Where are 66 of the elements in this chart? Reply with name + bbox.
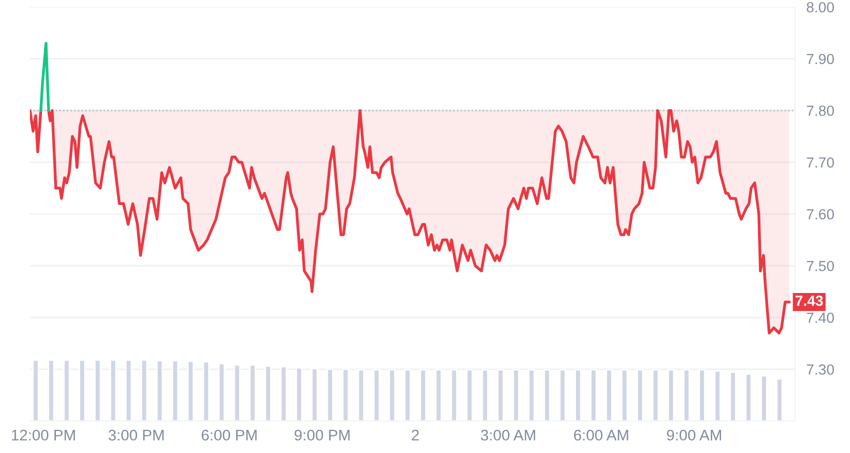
bar — [94, 360, 102, 421]
x-tick-label: 6:00 PM — [202, 430, 257, 441]
bar — [714, 370, 721, 421]
bar — [528, 369, 535, 421]
bar — [280, 366, 288, 421]
bar — [202, 361, 210, 421]
x-tick-label: 9:00 AM — [666, 430, 722, 441]
bar — [264, 365, 272, 421]
bar — [590, 369, 597, 421]
bar — [574, 369, 582, 421]
bar — [760, 375, 768, 421]
y-tick-label: 7.60 — [806, 209, 834, 220]
bar — [450, 369, 458, 421]
bar — [435, 369, 442, 421]
y-tick-label: 7.40 — [806, 312, 834, 323]
bar — [311, 368, 318, 421]
bar — [466, 369, 473, 421]
bar — [373, 369, 380, 421]
bar — [110, 360, 117, 421]
y-tick-label: 7.80 — [806, 106, 834, 116]
y-tick-label: 7.30 — [806, 364, 834, 375]
x-tick-label: 2 — [412, 430, 419, 440]
bar — [776, 378, 783, 421]
x-tick-label: 3:00 PM — [108, 430, 164, 441]
bar — [668, 369, 674, 421]
bar — [698, 369, 706, 421]
bar — [156, 360, 164, 421]
y-tick-label: 7.90 — [806, 54, 834, 64]
bar — [559, 369, 566, 421]
annotation: 7.43 — [796, 296, 823, 306]
x-tick-label: 9:00 PM — [294, 430, 350, 441]
bar — [388, 369, 396, 421]
bar — [544, 369, 550, 421]
bar — [63, 360, 70, 421]
bar — [326, 368, 334, 421]
bar — [125, 360, 132, 421]
y-tick-label: 7.70 — [806, 157, 834, 168]
bar — [187, 360, 194, 421]
x-tick-label: 12:00 PM — [12, 430, 75, 441]
x-tick-label: 3:00 AM — [480, 430, 536, 441]
bar — [172, 360, 179, 421]
bar — [420, 369, 426, 421]
bar — [78, 360, 86, 421]
x-tick-label: 6:00 AM — [574, 430, 628, 441]
bar — [512, 369, 520, 421]
bar — [497, 369, 504, 421]
bar — [652, 369, 659, 421]
bar — [32, 360, 40, 421]
bar — [606, 369, 612, 421]
y-tick-label: 8.00 — [806, 2, 834, 12]
bar — [48, 360, 55, 421]
bar — [745, 373, 752, 421]
bar — [296, 367, 303, 421]
bar — [482, 369, 488, 421]
bar — [218, 362, 226, 421]
bar — [636, 369, 644, 421]
bar — [358, 369, 365, 421]
bar — [249, 364, 256, 421]
bar — [683, 369, 690, 421]
bar — [234, 364, 241, 421]
bar — [140, 360, 148, 421]
bar — [404, 369, 411, 421]
bar — [621, 369, 628, 421]
bar — [342, 368, 350, 421]
y-tick-label: 7.50 — [806, 260, 834, 272]
bar — [730, 372, 736, 421]
